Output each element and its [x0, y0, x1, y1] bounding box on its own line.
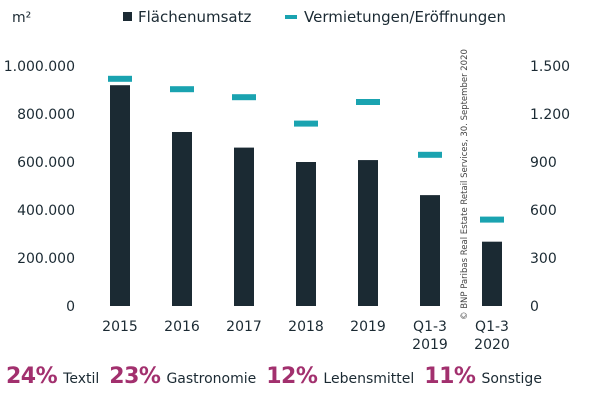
x-tick-label: 2018 [288, 319, 324, 335]
bar [110, 85, 130, 306]
share-label: Textil [63, 371, 100, 387]
legend-bar-swatch [123, 12, 132, 21]
legend-marker-label: Vermietungen/Eröffnungen [304, 8, 506, 26]
bar [172, 132, 192, 306]
x-tick-label: Q1-3 [413, 319, 447, 335]
y-right-tick-label: 0 [530, 299, 539, 315]
legend: Flächenumsatz Vermietungen/Eröffnungen [123, 8, 506, 26]
y-left-tick-label: 0 [66, 299, 75, 315]
share-item: 24% Textil [6, 364, 99, 389]
bar [358, 160, 378, 306]
share-percent: 11% [424, 364, 476, 389]
marker [170, 86, 194, 93]
share-item: 11% Sonstige [424, 364, 542, 389]
bar [420, 195, 440, 306]
marker [232, 94, 256, 101]
share-item: 23% Gastronomie [109, 364, 256, 389]
x-tick-label: 2019 [350, 319, 386, 335]
y-right-tick-label: 300 [530, 251, 557, 267]
y-right-tick-label: 900 [530, 155, 557, 171]
unit-label: m² [12, 10, 31, 26]
marker [356, 99, 380, 105]
x-tick-label: 2019 [412, 337, 448, 353]
y-right-tick-label: 600 [530, 203, 557, 219]
share-label: Lebensmittel [323, 371, 415, 387]
share-item: 12% Lebensmittel [266, 364, 414, 389]
y-left-tick-label: 200.000 [17, 251, 75, 267]
marker [108, 75, 132, 82]
share-percent: 24% [6, 364, 58, 389]
source-note: © BNP Paribas Real Estate Retail Service… [460, 49, 470, 320]
share-label: Gastronomie [166, 371, 257, 387]
share-label: Sonstige [481, 371, 542, 387]
bar [296, 162, 316, 306]
y-right-tick-label: 1.500 [530, 59, 570, 75]
marker [418, 151, 442, 158]
bar-series [110, 85, 502, 306]
y-left-tick-label: 800.000 [17, 107, 75, 123]
bar [234, 147, 254, 306]
share-percent: 23% [109, 364, 161, 389]
x-tick-label: 2015 [102, 319, 138, 335]
x-axis: 2015 2016 2017 2018 2019 Q1-3 2019 Q1-3 2020 [102, 319, 510, 353]
legend-bar-label: Flächenumsatz [138, 8, 251, 26]
y-left-tick-label: 1.000.000 [4, 59, 75, 75]
x-tick-label: 2020 [474, 337, 510, 353]
x-tick-label: 2016 [164, 319, 200, 335]
x-tick-label: 2017 [226, 319, 262, 335]
y-left-tick-label: 600.000 [17, 155, 75, 171]
y-axis-left: 0 200.000 400.000 600.000 800.000 1.000.000 [4, 59, 75, 315]
category-shares: 24% Textil 23% Gastronomie 12% Lebensmittel 11… [6, 364, 552, 389]
x-tick-label: Q1-3 [475, 319, 509, 335]
y-axis-right: 0 300 600 900 1.200 1.500 [530, 59, 570, 315]
share-percent: 12% [266, 364, 318, 389]
marker [294, 120, 318, 127]
bar [482, 241, 502, 306]
marker [480, 216, 504, 223]
y-right-tick-label: 1.200 [530, 107, 570, 123]
marker-series [108, 75, 504, 223]
legend-marker-swatch [285, 15, 297, 19]
y-left-tick-label: 400.000 [17, 203, 75, 219]
